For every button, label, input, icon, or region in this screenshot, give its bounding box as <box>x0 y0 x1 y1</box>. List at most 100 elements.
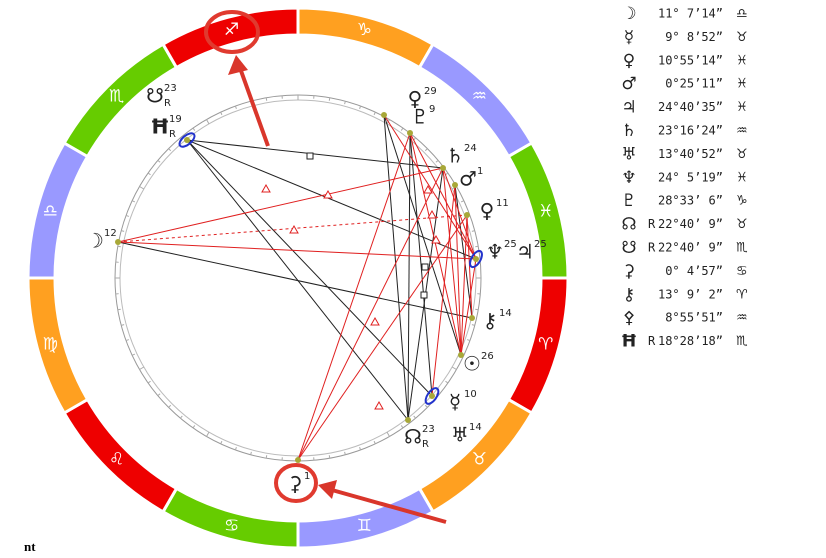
degree-tick <box>471 230 475 232</box>
planet-glyph: ☉ <box>463 352 481 376</box>
planet-degree: 29 <box>424 86 437 97</box>
planet-glyph: ♄ <box>446 144 464 168</box>
degree-tick <box>475 308 479 311</box>
planet-glyph: ♀ <box>408 87 423 111</box>
planet-degree: 25 <box>504 239 517 250</box>
degree-tick <box>147 380 151 384</box>
sign-glyph: ♓ <box>538 202 553 222</box>
sign-glyph: ♎ <box>43 202 58 222</box>
aspect-line <box>383 114 477 260</box>
aspect-line <box>186 139 433 397</box>
aspect-line <box>442 167 462 356</box>
aspect-line <box>117 167 444 243</box>
planet-point <box>473 256 479 262</box>
aspect-marker <box>431 234 441 244</box>
aspect-line <box>117 241 477 260</box>
row-sign: ♉ <box>736 30 748 45</box>
row-glyph: ☊ <box>621 215 636 235</box>
planet-point <box>458 352 464 358</box>
degree-tick <box>413 415 417 419</box>
row-glyph: ♇ <box>621 191 636 211</box>
row-position: 23°16’24” <box>658 124 723 138</box>
row-position: 0° 4’57” <box>665 264 723 278</box>
aspect-marker <box>420 291 428 299</box>
degree-tick <box>234 105 237 110</box>
degree-tick <box>344 451 346 455</box>
row-sign: ♒ <box>736 124 748 139</box>
sign-segment <box>160 6 300 70</box>
degree-tick <box>192 127 196 131</box>
planet-point <box>295 457 301 463</box>
row-sign: ♈ <box>736 287 748 302</box>
row-position: 9° 8’52” <box>665 30 723 44</box>
aspect-line <box>117 241 473 319</box>
row-retro: R <box>648 241 656 255</box>
point-highlight <box>178 132 196 148</box>
degree-tick <box>147 172 151 176</box>
row-position: 22°40’ 9” <box>658 217 723 231</box>
aspect-line <box>186 139 477 260</box>
degree-tick <box>192 425 196 429</box>
aspect-line <box>454 184 473 319</box>
degree-tick <box>424 148 428 152</box>
aspect-line <box>186 139 444 169</box>
degree-tick <box>471 324 475 326</box>
degree-tick <box>121 324 125 326</box>
degree-tick <box>328 97 331 101</box>
planet-glyph: ♅ <box>451 423 469 447</box>
row-position: 24° 5’19” <box>658 170 723 184</box>
degree-tick <box>373 111 376 116</box>
degree-tick <box>139 186 145 190</box>
row-sign: ♓ <box>736 100 748 115</box>
degree-tick <box>400 127 404 131</box>
planet-degree: 1 <box>304 471 310 482</box>
degree-tick <box>139 366 145 370</box>
planet-glyph: Ħ <box>150 115 169 139</box>
row-glyph: ♅ <box>621 144 636 164</box>
row-sign: ♓ <box>736 53 748 68</box>
planet-glyph: ♇ <box>411 105 429 129</box>
point-highlight <box>469 249 483 269</box>
row-sign: ♎ <box>736 7 748 22</box>
inner-circle <box>114 94 482 462</box>
planet-degree: 14 <box>469 422 482 433</box>
planet-retro: R <box>164 98 171 109</box>
row-sign: ♋ <box>736 264 748 279</box>
row-retro: R <box>648 334 656 348</box>
row-glyph: ♄ <box>621 121 636 141</box>
aspect-line <box>186 139 409 421</box>
degree-tick <box>131 353 136 356</box>
row-position: 24°40’35” <box>658 100 723 114</box>
row-glyph: ♆ <box>621 168 636 188</box>
degree-tick <box>386 431 390 437</box>
row-sign: ♓ <box>736 77 748 92</box>
degree-tick <box>328 455 331 459</box>
degree-tick <box>206 431 210 437</box>
row-glyph: ⚷ <box>623 285 635 305</box>
planet-point <box>405 417 411 423</box>
row-glyph: ☿ <box>624 27 634 47</box>
aspect-marker <box>306 152 314 160</box>
row-glyph: Ħ <box>621 332 638 352</box>
highlight-circle <box>204 10 260 54</box>
aspect-line <box>409 132 477 260</box>
degree-tick <box>435 159 439 163</box>
planet-degree: 1 <box>477 166 483 177</box>
aspect-marker <box>289 224 299 234</box>
row-glyph: ☋ <box>621 238 636 258</box>
sign-glyph: ♈ <box>538 334 553 354</box>
planet-degree: 25 <box>534 239 547 250</box>
degree-tick <box>234 446 237 451</box>
row-retro: R <box>648 217 656 231</box>
planet-glyph: ⚳ <box>288 472 303 496</box>
arrow <box>331 488 447 524</box>
aspect-marker <box>374 400 384 410</box>
degree-tick <box>220 440 223 445</box>
degree-tick <box>445 380 449 384</box>
annotations <box>204 10 447 524</box>
row-glyph: ⚴ <box>623 308 635 328</box>
positions-table: ☽ 11° 7’14” ♎ ☿ 9° 8’52” ♉ ♀ 10°55’14” ♓ ♂ 0°25’11… <box>621 4 748 352</box>
sign-glyph: ♍ <box>43 334 58 354</box>
